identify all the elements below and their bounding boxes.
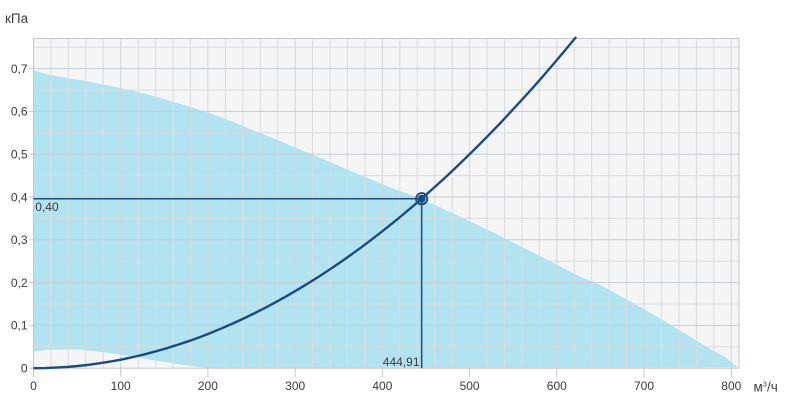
- svg-text:0,7: 0,7: [11, 62, 28, 76]
- svg-text:500: 500: [460, 379, 480, 393]
- svg-text:0,6: 0,6: [11, 105, 28, 119]
- svg-text:200: 200: [198, 379, 218, 393]
- svg-text:700: 700: [634, 379, 654, 393]
- svg-text:444,91: 444,91: [383, 355, 420, 369]
- svg-text:0: 0: [21, 362, 28, 376]
- svg-text:0,5: 0,5: [11, 148, 28, 162]
- svg-text:кПа: кПа: [5, 11, 29, 26]
- svg-text:0,4: 0,4: [11, 190, 28, 204]
- svg-text:600: 600: [547, 379, 567, 393]
- svg-text:0,40: 0,40: [35, 200, 59, 214]
- svg-text:800: 800: [721, 379, 741, 393]
- svg-text:100: 100: [111, 379, 131, 393]
- svg-text:400: 400: [372, 379, 392, 393]
- svg-text:300: 300: [285, 379, 305, 393]
- svg-text:0,3: 0,3: [11, 233, 28, 247]
- svg-text:м3/ч: м3/ч: [754, 379, 778, 394]
- svg-text:0,2: 0,2: [11, 276, 28, 290]
- svg-text:0: 0: [30, 379, 37, 393]
- svg-text:0,1: 0,1: [11, 319, 28, 333]
